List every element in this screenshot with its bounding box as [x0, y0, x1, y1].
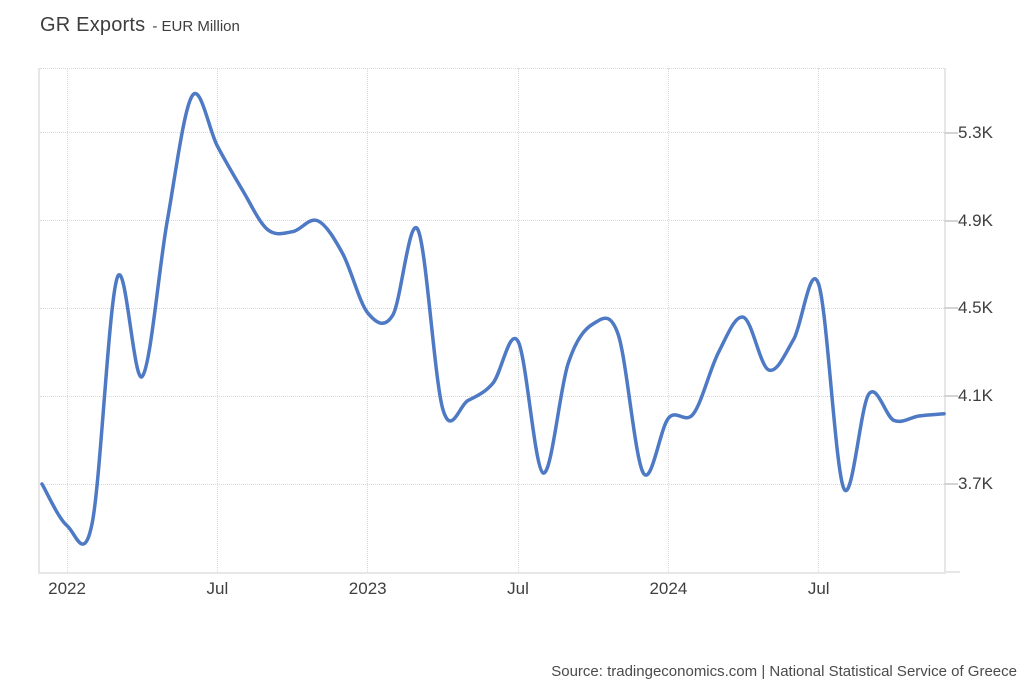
series-line [40, 91, 946, 546]
h-gridline [40, 307, 944, 309]
v-gridline [818, 68, 820, 572]
v-gridline [216, 68, 218, 572]
source-attribution: Source: tradingeconomics.com | National … [551, 663, 1017, 680]
x-axis-label: Jul [507, 579, 529, 598]
y-axis-edge-tick [944, 571, 960, 573]
y-axis-tick [944, 395, 958, 398]
chart-header: GR Exports - EUR Million [40, 14, 240, 37]
v-gridline [66, 68, 68, 572]
x-axis-label: Jul [807, 579, 830, 598]
y-axis-label: 4.1K [958, 386, 993, 406]
h-gridline [40, 395, 944, 397]
y-axis-tick [944, 307, 958, 310]
h-gridline [40, 132, 944, 134]
h-gridline [40, 483, 944, 485]
h-gridline [40, 220, 944, 222]
plot-border-right [944, 68, 946, 572]
y-axis-label: 4.5K [958, 298, 993, 318]
x-axis-label: Jul [206, 579, 229, 598]
v-gridline [667, 68, 669, 572]
plot-border-top [40, 68, 944, 69]
y-axis-tick [944, 131, 958, 134]
x-axis-label: 2022 [48, 579, 86, 598]
v-gridline [367, 68, 369, 572]
v-gridline [517, 68, 519, 572]
plot-border-left [38, 68, 40, 572]
plot-area[interactable]: 3.7K 4.1K 4.5K 4.9K 5.3K 2022 Jul 2023 Jul 2024 Ju… [38, 68, 993, 598]
x-axis-label: 2023 [348, 579, 387, 598]
y-axis-tick [944, 483, 958, 485]
chart-title: GR Exports [40, 14, 146, 36]
x-axis-label: 2024 [649, 579, 688, 598]
chart-subtitle: - EUR Million [152, 18, 240, 35]
y-axis-label: 5.3K [958, 122, 993, 142]
series-svg [40, 91, 946, 546]
y-axis-label: 3.7K [958, 474, 993, 493]
y-axis-tick [944, 219, 958, 222]
y-axis-label: 4.9K [958, 210, 993, 230]
plot-border-bottom [38, 572, 946, 574]
